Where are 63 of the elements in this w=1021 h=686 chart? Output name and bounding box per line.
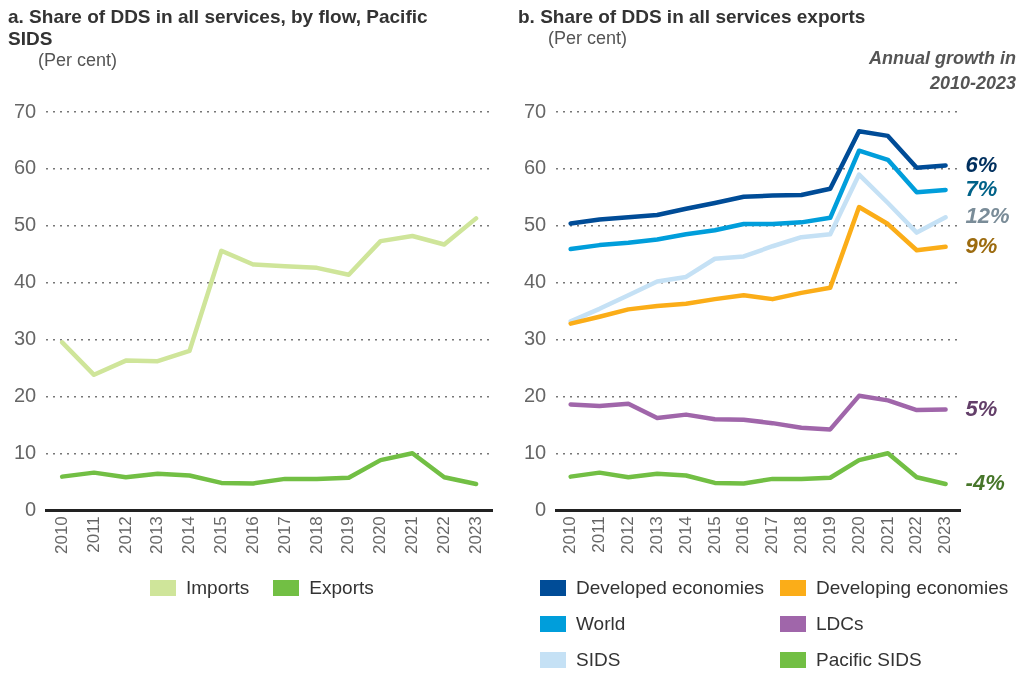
x-tick-label: 2012 [618, 516, 638, 555]
x-tick-label: 2014 [179, 516, 199, 555]
chart-title: a. Share of DDS in all services, by flow, Pacific SIDS [8, 6, 429, 50]
y-tick-label: 40 [14, 270, 37, 293]
x-tick-label: 2011 [589, 516, 609, 553]
y-tick-label: 0 [25, 497, 37, 520]
annotation: 9% [965, 232, 998, 258]
y-tick-label: 40 [524, 270, 547, 293]
y-tick-label: 20 [14, 383, 37, 406]
x-tick-label: 2019 [338, 516, 358, 555]
annotation: 12% [965, 203, 1010, 229]
x-tick-label: 2011 [83, 516, 103, 553]
x-tick-label: 2023 [465, 516, 485, 555]
legend-label: Developed economies [576, 577, 765, 599]
legend-label: Developing economies [816, 577, 1009, 599]
x-tick-label: 2022 [906, 516, 926, 555]
x-tick-label: 2014 [675, 516, 695, 555]
y-tick-label: 50 [524, 213, 547, 236]
y-tick-label: 0 [535, 497, 547, 520]
x-tick-label: 2018 [306, 516, 326, 555]
y-tick-label: 30 [524, 327, 547, 350]
chart-subtitle: (Per cent) [548, 28, 629, 48]
legend-label: World [576, 613, 626, 635]
y-tick-label: 60 [524, 156, 547, 179]
y-tick-label: 10 [524, 440, 547, 463]
x-tick-label: 2017 [762, 516, 782, 555]
x-tick-label: 2012 [115, 516, 135, 555]
x-tick-label: 2010 [51, 516, 71, 555]
legend-label: SIDS [576, 649, 621, 671]
x-tick-label: 2010 [560, 516, 580, 555]
x-tick-label: 2019 [819, 516, 839, 555]
chart-subtitle: (Per cent) [38, 50, 119, 70]
text: Annual growth in 2010-2023 [868, 47, 1016, 95]
x-tick-label: 2020 [370, 516, 390, 555]
x-tick-label: 2023 [935, 516, 955, 555]
x-tick-label: 2017 [274, 516, 294, 555]
y-tick-label: 70 [14, 99, 37, 122]
x-tick-label: 2016 [242, 516, 262, 555]
x-tick-label: 2015 [211, 516, 231, 555]
x-tick-label: 2021 [877, 516, 897, 555]
chart-title: b. Share of DDS in all services exports [518, 6, 867, 28]
annotation: 5% [965, 395, 998, 421]
legend-label: Imports [186, 577, 250, 599]
legend-label: LDCs [816, 613, 864, 635]
legend-label: Exports [309, 577, 374, 599]
x-tick-label: 2016 [733, 516, 753, 555]
y-tick-label: 70 [524, 99, 547, 122]
annotation: 7% [965, 175, 998, 201]
annotation: 6% [965, 151, 998, 177]
x-tick-label: 2020 [848, 516, 868, 555]
x-tick-label: 2013 [646, 516, 666, 555]
y-tick-label: 60 [14, 156, 37, 179]
y-tick-label: 30 [14, 327, 37, 350]
x-tick-label: 2021 [402, 516, 422, 555]
x-tick-label: 2015 [704, 516, 724, 555]
legend-label: Pacific SIDS [816, 649, 922, 671]
y-tick-label: 50 [14, 213, 37, 236]
x-tick-label: 2013 [147, 516, 167, 555]
x-tick-label: 2018 [791, 516, 811, 555]
annotation: -4% [965, 470, 1005, 496]
x-tick-label: 2022 [433, 516, 453, 555]
y-tick-label: 10 [14, 440, 37, 463]
y-tick-label: 20 [524, 383, 547, 406]
